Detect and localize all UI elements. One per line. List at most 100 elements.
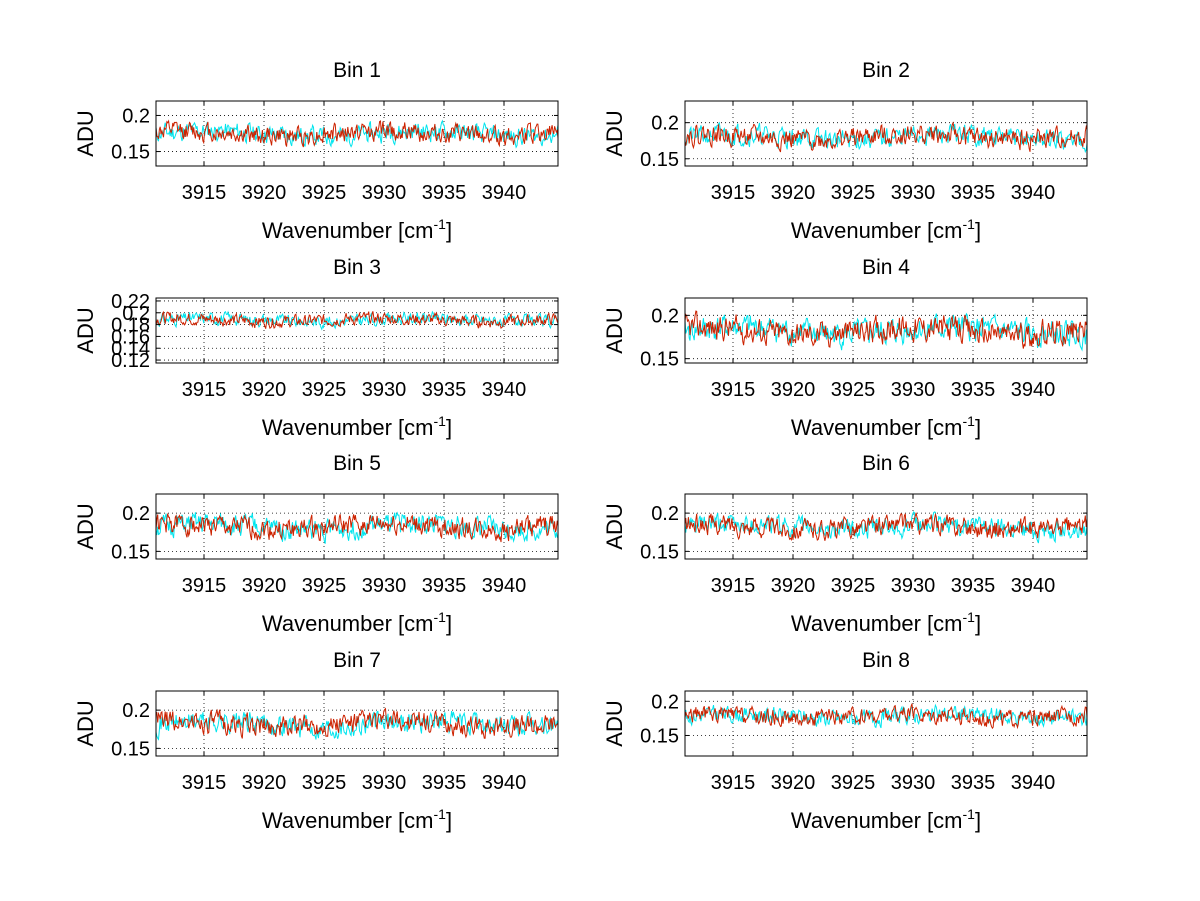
axes-box (155, 690, 559, 757)
x-tick-label: 3940 (1011, 575, 1056, 597)
x-tick-label: 3940 (1011, 182, 1056, 204)
x-tick-label: 3920 (242, 379, 287, 401)
x-tick-label: 3935 (951, 182, 996, 204)
subplot-bin-6: 3915 3920 3925 3930 3935 3940 0.15 0.2 Bin 6 ADU W… (602, 452, 1088, 636)
x-axis-label-sup: -1 (434, 216, 447, 232)
x-tick-label: 3930 (891, 772, 936, 794)
x-axis-label-main: Wavenumber [cm (791, 415, 963, 440)
subplot-title: Bin 3 (333, 256, 381, 279)
x-tick-label: 3925 (831, 772, 876, 794)
y-tick-label: 0.2 (122, 105, 150, 127)
series-line-cyan (156, 511, 558, 544)
subplot-title: Bin 4 (862, 256, 910, 279)
subplot-title: Bin 7 (333, 649, 381, 672)
x-tick-label: 3915 (711, 772, 756, 794)
subplot-bin-1: 3915 3920 3925 3930 3935 3940 0.15 0.2 Bin 1 ADU W… (73, 59, 559, 243)
x-tick-label: 3940 (1011, 772, 1056, 794)
axes-box (155, 100, 559, 167)
y-tick-label: 0.2 (122, 700, 150, 722)
series-line-cyan (685, 312, 1087, 352)
series-line-red (685, 512, 1087, 542)
x-tick-label: 3925 (831, 182, 876, 204)
subplot-bin-7: 3915 3920 3925 3930 3935 3940 0.15 0.2 Bin 7 ADU W… (73, 649, 559, 833)
x-tick-label: 3920 (242, 772, 287, 794)
y-tick-label: 0.15 (111, 541, 150, 563)
y-tick-label: 0.15 (640, 725, 679, 747)
axes-box (684, 297, 1088, 364)
x-tick-label: 3935 (422, 772, 467, 794)
x-tick-label: 3930 (362, 575, 407, 597)
subplot-bin-5: 3915 3920 3925 3930 3935 3940 0.15 0.2 Bin 5 ADU W… (73, 452, 559, 636)
x-tick-label: 3920 (771, 182, 816, 204)
y-tick-label: 0.2 (122, 303, 150, 325)
x-tick-label: 3925 (831, 575, 876, 597)
x-axis-label-close: ] (446, 415, 452, 440)
x-tick-label: 3915 (182, 575, 227, 597)
y-tick-label: 0.16 (111, 326, 150, 348)
axes-box (684, 690, 1088, 757)
x-tick-label: 3915 (182, 379, 227, 401)
x-tick-label: 3920 (771, 772, 816, 794)
y-tick-label: 0.22 (111, 291, 150, 313)
x-axis-label-main: Wavenumber [cm (262, 808, 434, 833)
x-axis-label-sup: -1 (434, 413, 447, 429)
subplot-bin-2: 3915 3920 3925 3930 3935 3940 0.15 0.2 Bin 2 ADU W… (602, 59, 1088, 243)
x-tick-label: 3935 (422, 379, 467, 401)
x-axis-label-sup: -1 (434, 609, 447, 625)
x-axis-label-sup: -1 (963, 609, 976, 625)
x-tick-label: 3940 (482, 575, 527, 597)
x-tick-label: 3935 (422, 182, 467, 204)
x-tick-label: 3930 (362, 379, 407, 401)
x-tick-label: 3935 (951, 772, 996, 794)
x-tick-label: 3920 (242, 182, 287, 204)
x-tick-label: 3925 (302, 182, 347, 204)
y-tick-label: 0.2 (651, 113, 679, 135)
series-line-red (685, 310, 1087, 349)
y-axis-label: ADU (602, 110, 627, 156)
x-tick-label: 3940 (482, 182, 527, 204)
x-tick-label: 3940 (482, 379, 527, 401)
y-tick-label: 0.12 (111, 350, 150, 372)
x-tick-label: 3925 (302, 379, 347, 401)
x-axis-label-main: Wavenumber [cm (791, 611, 963, 636)
series-line-red (156, 513, 558, 543)
x-axis-label-main: Wavenumber [cm (791, 808, 963, 833)
x-tick-label: 3935 (951, 575, 996, 597)
subplot-title: Bin 1 (333, 59, 381, 82)
subplot-bin-8: 3915 3920 3925 3930 3935 3940 0.15 0.2 Bin 8 ADU W… (602, 649, 1088, 833)
subplot-title: Bin 6 (862, 452, 910, 475)
subplot-bin-4: 3915 3920 3925 3930 3935 3940 0.15 0.2 Bin 4 ADU W… (602, 256, 1088, 440)
subplot-title: Bin 2 (862, 59, 910, 82)
series-line-cyan (156, 710, 558, 741)
series-line-cyan (685, 703, 1087, 729)
y-tick-label: 0.15 (640, 541, 679, 563)
x-tick-label: 3930 (891, 379, 936, 401)
y-axis-label: ADU (73, 110, 98, 156)
x-tick-label: 3920 (771, 575, 816, 597)
y-axis-label: ADU (602, 307, 627, 353)
x-axis-label: Wavenumber [cm-1] (262, 216, 452, 243)
x-axis-label: Wavenumber [cm-1] (262, 413, 452, 440)
y-axis-label: ADU (73, 700, 98, 746)
x-tick-label: 3925 (831, 379, 876, 401)
x-tick-label: 3915 (711, 182, 756, 204)
y-axis-label: ADU (602, 700, 627, 746)
x-axis-label: Wavenumber [cm-1] (791, 413, 981, 440)
x-tick-label: 3930 (891, 182, 936, 204)
x-axis-label-sup: -1 (434, 806, 447, 822)
y-tick-label: 0.2 (651, 503, 679, 525)
x-tick-label: 3915 (182, 182, 227, 204)
x-axis-label-close: ] (975, 611, 981, 636)
x-axis-label-sup: -1 (963, 806, 976, 822)
y-tick-label: 0.14 (111, 338, 150, 360)
subplot-bin-3: 3915 3920 3925 3930 3935 3940 0.120.140.160.18… (73, 256, 559, 440)
y-axis-label: ADU (602, 503, 627, 549)
series-line-cyan (685, 121, 1087, 154)
x-tick-label: 3935 (951, 379, 996, 401)
series-line-red (156, 310, 558, 330)
series-line-red (156, 119, 558, 148)
x-axis-label-main: Wavenumber [cm (262, 611, 434, 636)
x-tick-label: 3925 (302, 772, 347, 794)
